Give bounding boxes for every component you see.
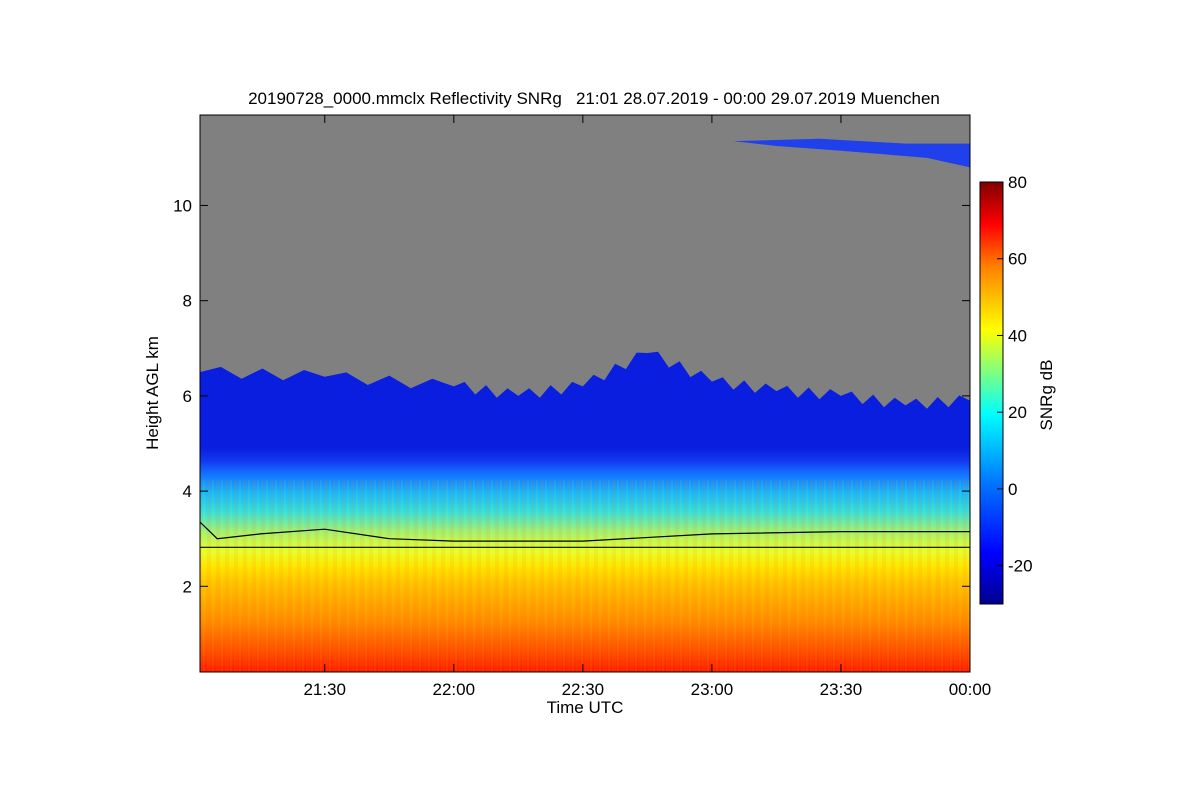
y-tick-label: 2 — [183, 577, 192, 596]
x-tick-label: 23:00 — [691, 680, 734, 699]
y-tick-label: 10 — [173, 196, 192, 215]
colorbar-tick-label: 40 — [1008, 326, 1027, 345]
overlay-line-1 — [200, 521, 970, 542]
colorbar-tick-label: 80 — [1008, 173, 1027, 192]
y-tick-label: 6 — [183, 387, 192, 406]
x-tick-label: 22:00 — [433, 680, 476, 699]
colorbar-tick-label: 0 — [1008, 480, 1017, 499]
x-tick-label: 23:30 — [820, 680, 863, 699]
colorbar-axis: -20 0 20 40 60 80 — [997, 173, 1033, 576]
x-tick-label: 22:30 — [562, 680, 605, 699]
x-tick-label: 00:00 — [949, 680, 992, 699]
colorbar-tick-label: -20 — [1008, 557, 1033, 576]
colorbar — [979, 181, 1004, 605]
colorbar-tick-label: 60 — [1008, 250, 1027, 269]
overlay-lines — [200, 521, 970, 548]
y-axis: 2 4 6 8 10 — [173, 196, 970, 596]
x-tick-label: 21:30 — [303, 680, 346, 699]
chart-title: 20190728_0000.mmclx Reflectivity SNRg 21… — [248, 89, 940, 108]
y-tick-label: 8 — [183, 292, 192, 311]
y-tick-label: 4 — [183, 482, 192, 501]
y-axis-label: Height AGL km — [143, 336, 162, 450]
plot-frame — [199, 114, 971, 673]
cirrus-echo — [733, 138, 970, 168]
colorbar-tick-label: 20 — [1008, 403, 1027, 422]
rain-streak-texture — [200, 480, 970, 672]
x-axis-label: Time UTC — [547, 698, 624, 717]
colorbar-label: SNRg dB — [1037, 360, 1056, 431]
x-axis: 21:30 22:00 22:30 23:00 23:30 00:00 — [303, 115, 991, 699]
